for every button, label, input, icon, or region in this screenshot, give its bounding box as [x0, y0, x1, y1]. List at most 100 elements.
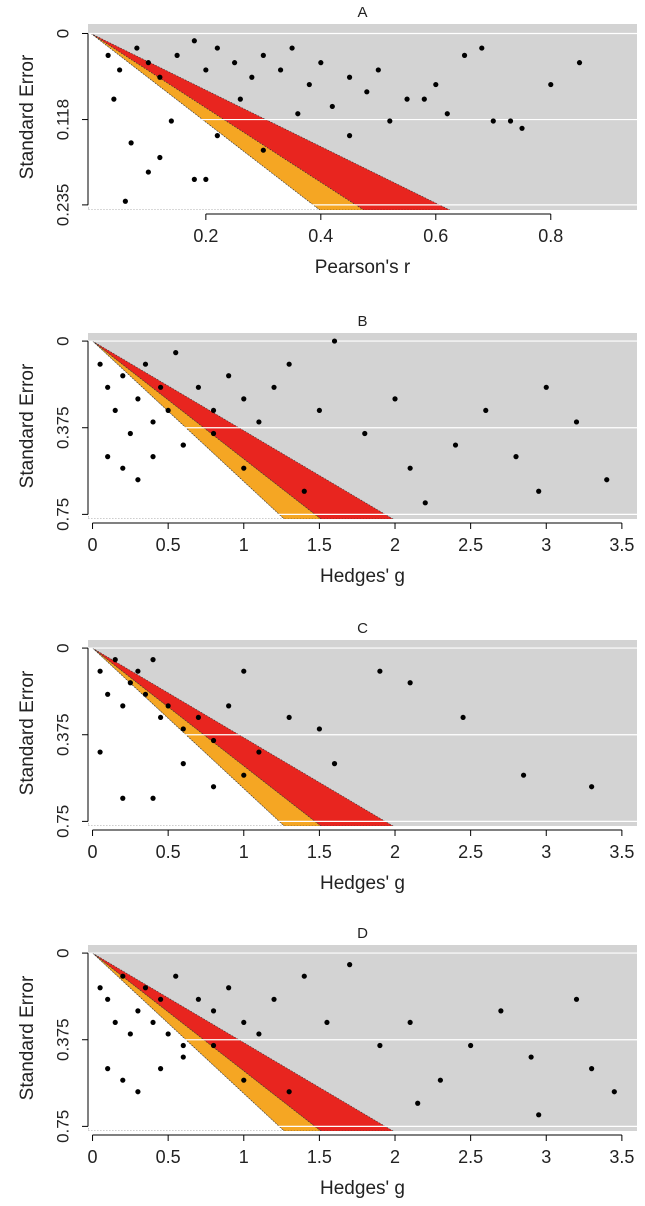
point — [331, 338, 338, 344]
x-tick-label: 0.8 — [538, 226, 563, 246]
point — [407, 1019, 413, 1026]
point — [347, 962, 353, 968]
point — [135, 1089, 141, 1095]
y-tick-label: 0 — [53, 29, 72, 38]
point — [377, 668, 383, 674]
x-tick-label: 0.5 — [156, 1147, 181, 1167]
point — [498, 1008, 504, 1014]
point — [289, 45, 295, 51]
point — [256, 749, 262, 755]
point — [241, 1019, 247, 1026]
point — [286, 714, 292, 721]
point — [150, 657, 156, 663]
point — [120, 1077, 126, 1083]
point — [415, 1100, 421, 1106]
point — [105, 384, 111, 390]
point — [452, 442, 459, 448]
panel: 0 0.375 0.75 0 0.5 1 1.5 2 2.5 3 3.5 D Hedges' g Stan… — [17, 925, 637, 1199]
point — [407, 465, 413, 471]
point — [117, 67, 123, 73]
point — [97, 668, 103, 674]
point — [329, 103, 335, 110]
contour-region — [88, 33, 321, 210]
point — [364, 89, 370, 95]
x-tick-label: 0.4 — [308, 226, 333, 246]
point — [210, 1042, 217, 1049]
point — [437, 1077, 443, 1083]
point — [165, 407, 171, 414]
point — [127, 680, 133, 686]
point — [195, 384, 202, 390]
contour-region — [92, 952, 394, 1131]
point — [241, 668, 247, 674]
x-tick-label: 1 — [239, 842, 249, 862]
y-tick-label: 0.375 — [53, 406, 72, 449]
point — [210, 430, 217, 437]
contour-region — [92, 952, 322, 1131]
point — [210, 407, 217, 414]
point — [444, 111, 450, 117]
point — [241, 396, 247, 402]
point — [145, 60, 151, 66]
point — [120, 465, 126, 471]
point — [191, 38, 197, 44]
point — [362, 430, 368, 437]
point — [316, 726, 322, 732]
point — [611, 1089, 617, 1095]
plot-area — [88, 32, 637, 210]
contour-region — [92, 647, 394, 826]
point — [120, 795, 126, 801]
point — [286, 1089, 292, 1095]
x-tick-label: 0.2 — [193, 226, 218, 246]
point — [135, 477, 141, 483]
point — [536, 1112, 542, 1118]
point — [157, 996, 164, 1002]
point — [195, 996, 202, 1002]
point — [433, 81, 439, 88]
point — [142, 361, 149, 367]
point — [226, 985, 232, 991]
point — [210, 737, 217, 744]
point — [105, 996, 111, 1002]
x-tick-label: 1 — [239, 1147, 249, 1167]
point — [318, 60, 324, 66]
x-tick-label: 0 — [88, 842, 98, 862]
point — [112, 657, 118, 663]
point — [256, 1031, 262, 1037]
point — [461, 52, 468, 58]
y-axis-title: Standard Error — [17, 975, 38, 1100]
point — [346, 133, 353, 139]
point — [157, 1066, 164, 1072]
x-tick-label: 0.5 — [156, 842, 181, 862]
x-tick-label: 3.5 — [609, 1147, 634, 1167]
point — [392, 396, 398, 402]
panel-title: A — [357, 4, 367, 21]
point — [301, 973, 307, 979]
point — [377, 1042, 383, 1049]
point — [528, 1054, 534, 1060]
x-tick-label: 0.6 — [423, 226, 448, 246]
point — [573, 996, 580, 1002]
point — [203, 176, 209, 182]
point — [127, 1031, 133, 1037]
point — [120, 703, 126, 709]
point — [150, 419, 156, 425]
point — [142, 985, 149, 991]
point — [180, 1054, 186, 1060]
y-tick-label: 0.75 — [53, 805, 72, 838]
point — [105, 52, 111, 58]
point — [573, 419, 580, 425]
x-tick-label: 3.5 — [609, 842, 634, 862]
x-tick-label: 2.5 — [458, 1147, 483, 1167]
x-tick-label: 3.5 — [609, 535, 634, 555]
panel-title: D — [357, 925, 368, 942]
point — [479, 45, 485, 51]
point — [576, 60, 583, 66]
point — [231, 60, 238, 66]
point — [150, 795, 156, 801]
point — [135, 396, 141, 402]
point — [191, 176, 197, 182]
point — [277, 67, 284, 73]
y-tick-label: 0.75 — [53, 1110, 72, 1143]
